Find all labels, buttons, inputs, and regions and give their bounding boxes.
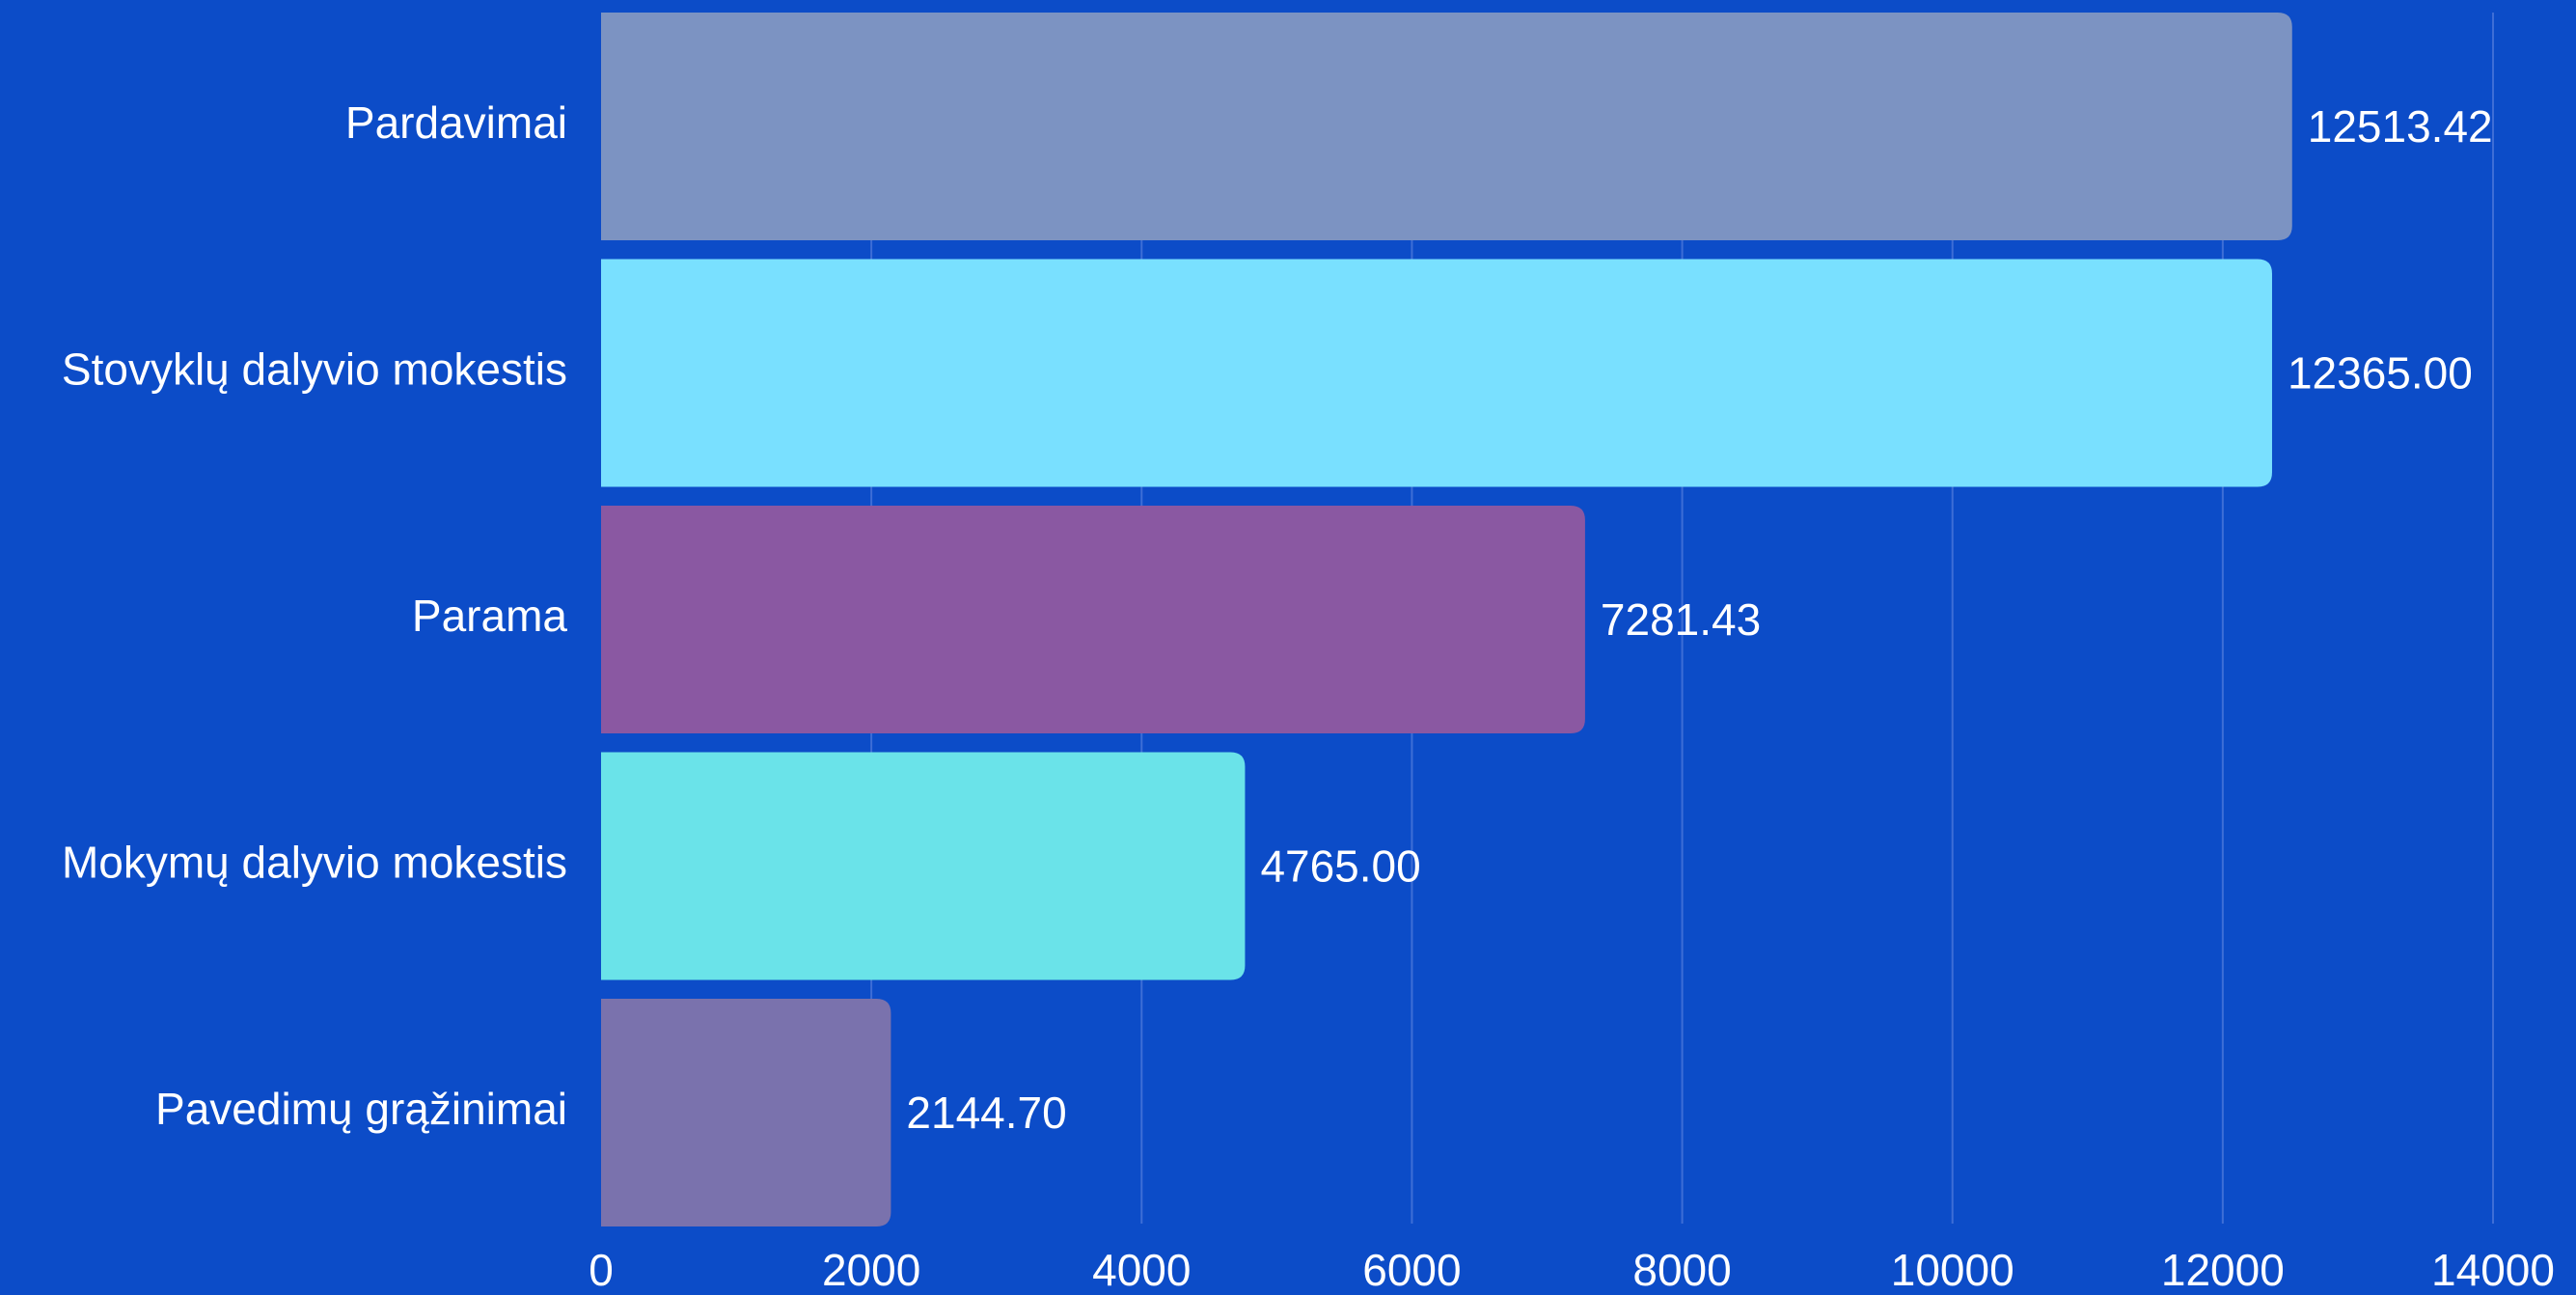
category-labels: Pardavimai Stovyklų dalyvio mokestis Param… bbox=[62, 97, 568, 1134]
x-tick-label-4000: 4000 bbox=[1092, 1245, 1191, 1295]
category-label-3: Parama bbox=[412, 591, 567, 641]
value-label-4: 4765.00 bbox=[1260, 841, 1420, 892]
category-label-2: Stovyklų dalyvio mokestis bbox=[62, 344, 567, 395]
category-label-1: Pardavimai bbox=[345, 97, 567, 148]
value-label-3: 7281.43 bbox=[1601, 594, 1761, 645]
x-axis-ticks: 0 2000 4000 6000 8000 10000 12000 14000 bbox=[589, 1245, 2555, 1295]
value-label-5: 2144.70 bbox=[906, 1088, 1066, 1138]
x-tick-label-14000: 14000 bbox=[2431, 1245, 2555, 1295]
x-tick-label-2000: 2000 bbox=[822, 1245, 920, 1295]
value-label-2: 12365.00 bbox=[2288, 348, 2473, 399]
x-tick-label-6000: 6000 bbox=[1362, 1245, 1461, 1295]
bar-4 bbox=[601, 752, 1246, 980]
x-tick-label-8000: 8000 bbox=[1632, 1245, 1731, 1295]
category-label-5: Pavedimų grąžinimai bbox=[155, 1084, 567, 1134]
value-label-1: 12513.42 bbox=[2308, 101, 2493, 152]
category-label-4: Mokymų dalyvio mokestis bbox=[62, 838, 567, 888]
x-tick-label-10000: 10000 bbox=[1891, 1245, 2014, 1295]
bar-2 bbox=[601, 259, 2272, 487]
bars bbox=[601, 13, 2292, 1226]
bar-5 bbox=[601, 999, 891, 1226]
x-tick-label-0: 0 bbox=[589, 1245, 614, 1295]
x-tick-label-12000: 12000 bbox=[2161, 1245, 2285, 1295]
bar-1 bbox=[601, 13, 2292, 240]
bar-3 bbox=[601, 506, 1585, 733]
value-labels: 12513.42 12365.00 7281.43 4765.00 2144.70 bbox=[906, 101, 2492, 1138]
